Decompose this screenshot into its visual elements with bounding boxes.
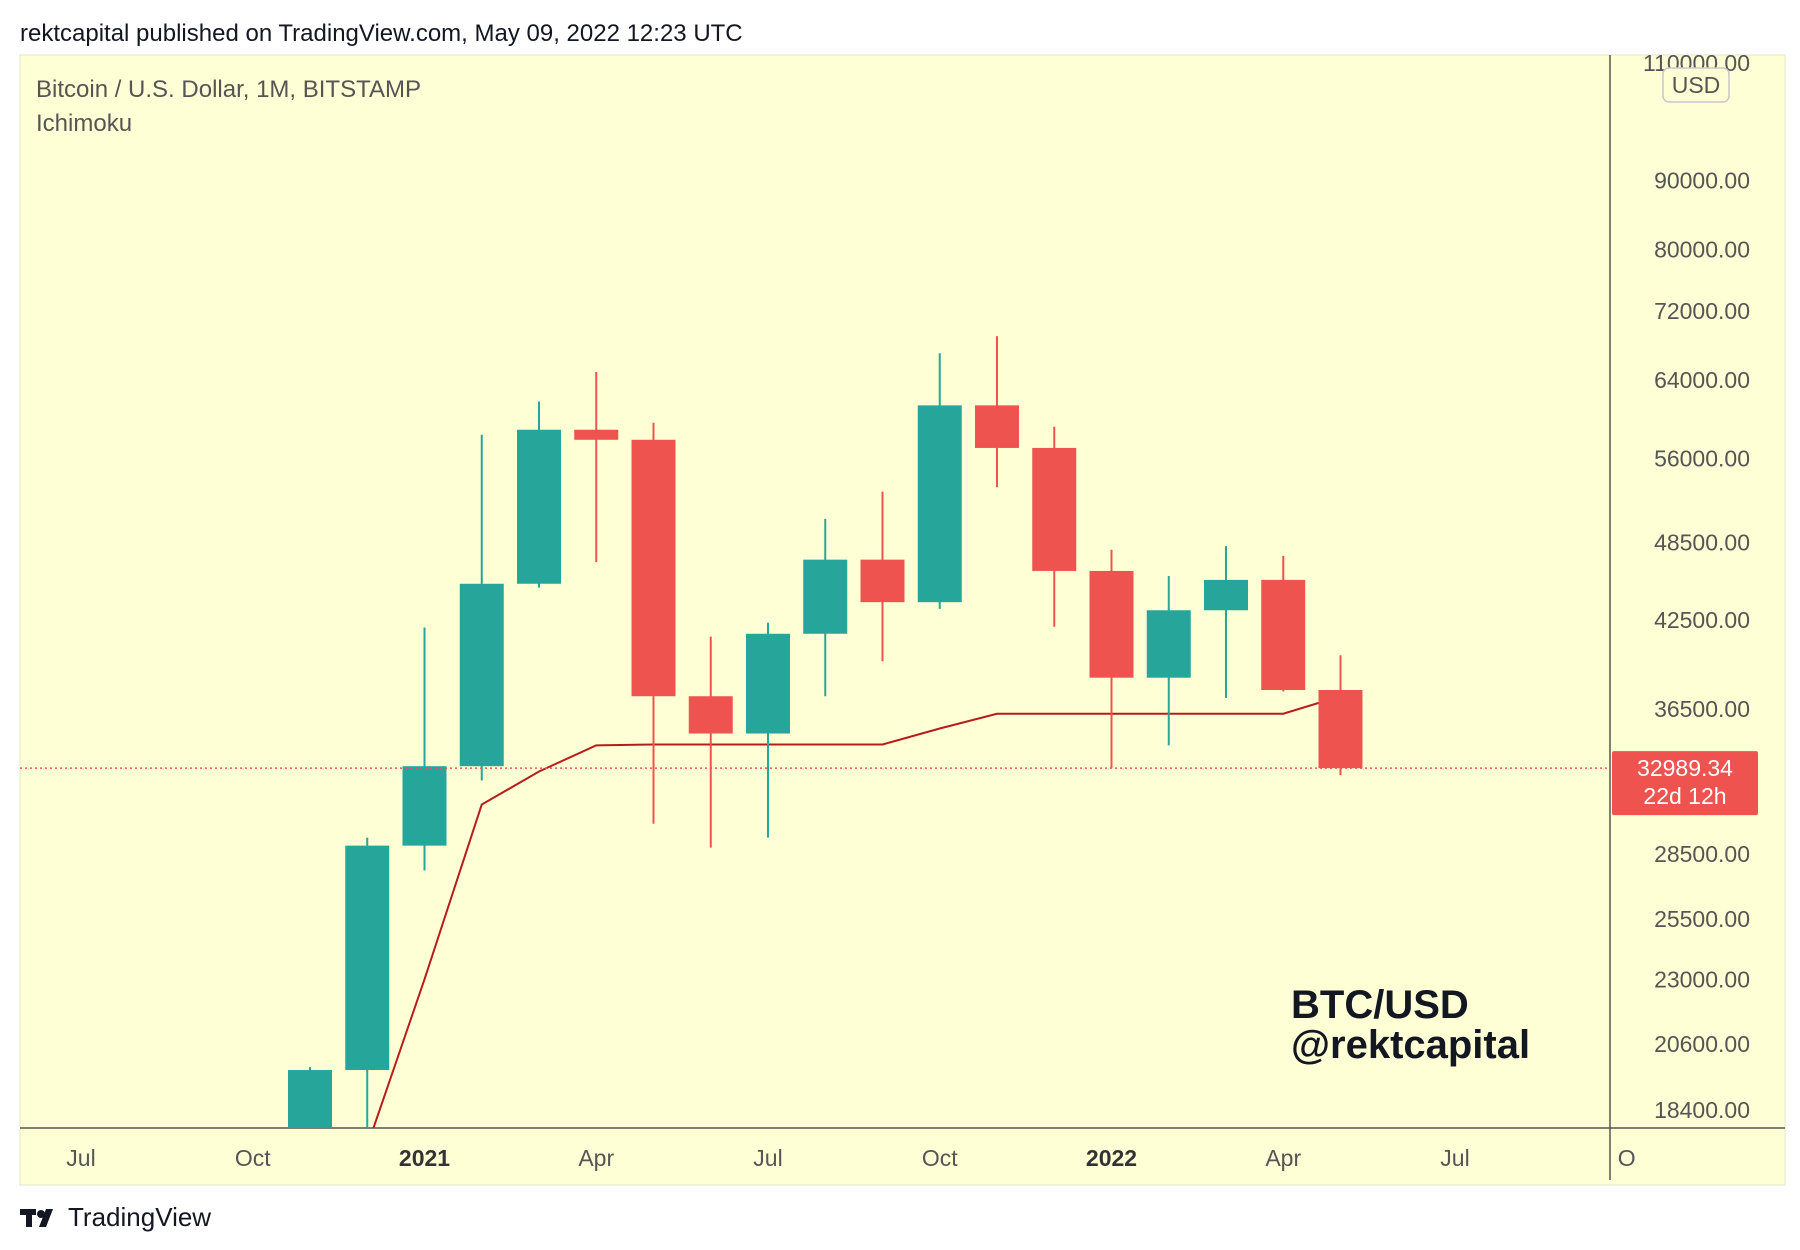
candle-body <box>917 405 962 603</box>
time-tick-label: O <box>1618 1145 1636 1171</box>
candle-body <box>1089 570 1134 678</box>
candle <box>631 422 676 824</box>
candles <box>288 336 1363 1128</box>
time-tick-label: Apr <box>1265 1145 1301 1171</box>
time-tick-label: Jul <box>66 1145 95 1171</box>
price-tick-label: 48500.00 <box>1654 529 1750 555</box>
candle <box>917 353 962 609</box>
candle-body <box>402 766 447 846</box>
candle <box>402 627 447 871</box>
candle <box>803 518 848 697</box>
time-axis[interactable]: Jul Oct 2021 Apr Jul Oct 2022 Apr Jul O <box>66 1145 1635 1171</box>
time-tick-label: Jul <box>753 1145 782 1171</box>
candle <box>345 837 390 1128</box>
price-axis[interactable]: 110000.0090000.0080000.0072000.0064000.0… <box>1643 50 1750 1123</box>
candle-body <box>975 405 1019 448</box>
candle-body <box>803 559 848 634</box>
candle-body <box>288 1070 332 1128</box>
candle-body <box>746 633 790 734</box>
price-tick-label: 23000.00 <box>1654 966 1750 992</box>
currency-badge-box[interactable] <box>1662 67 1730 103</box>
candle-body <box>459 583 504 767</box>
candle-body <box>517 429 561 584</box>
price-tick-label: 72000.00 <box>1654 298 1750 324</box>
candle <box>1204 546 1248 698</box>
time-tick-label: 2022 <box>1086 1145 1137 1171</box>
candle <box>1032 426 1077 627</box>
last-price-label: 32989.34 22d 12h <box>1612 751 1758 816</box>
candle <box>1146 576 1191 746</box>
candle-body <box>1146 610 1191 678</box>
candle-body <box>1261 579 1306 690</box>
price-tick-label: 42500.00 <box>1654 607 1750 633</box>
candle-body <box>1318 689 1363 769</box>
candle <box>688 636 733 848</box>
price-tick-label: 18400.00 <box>1654 1097 1750 1123</box>
candle <box>1089 549 1134 768</box>
candle <box>288 1067 332 1128</box>
symbol-legend[interactable]: Bitcoin / U.S. Dollar, 1M, BITSTAMP <box>36 76 421 103</box>
time-tick-label: Apr <box>578 1145 614 1171</box>
candle-body <box>860 559 905 603</box>
price-tick-label: 25500.00 <box>1654 906 1750 932</box>
price-tick-label: 90000.00 <box>1654 167 1750 193</box>
candle-body <box>574 429 619 440</box>
price-tick-label: 28500.00 <box>1654 841 1750 867</box>
published-header: rektcapital published on TradingView.com… <box>20 20 743 47</box>
tradingview-brand: TradingView <box>68 1202 212 1232</box>
watermark-line1: BTC/USD <box>1291 983 1469 1027</box>
candle <box>574 371 619 563</box>
candle-body <box>631 439 676 697</box>
candle <box>746 622 790 838</box>
price-tick-label: 20600.00 <box>1654 1031 1750 1057</box>
currency-badge[interactable]: USD <box>1672 72 1721 98</box>
last-price-value: 32989.34 <box>1637 755 1733 781</box>
time-tick-label: Oct <box>235 1145 271 1171</box>
candle <box>459 434 504 781</box>
price-tick-label: 36500.00 <box>1654 696 1750 722</box>
price-tick-label: 64000.00 <box>1654 367 1750 393</box>
price-tick-label: 80000.00 <box>1654 236 1750 262</box>
candle-body <box>1204 579 1248 611</box>
candle <box>975 336 1019 488</box>
candle <box>1261 555 1306 692</box>
chart-background <box>19 54 1786 1186</box>
tradingview-logo[interactable]: TradingView <box>20 1202 211 1233</box>
time-tick-label: Jul <box>1440 1145 1469 1171</box>
last-price-label-box <box>1612 751 1758 816</box>
price-tick-label: 56000.00 <box>1654 445 1750 471</box>
ichimoku-baseline <box>372 695 1341 1128</box>
candle-body <box>688 696 733 734</box>
time-tick-label: Oct <box>922 1145 958 1171</box>
candle-body <box>1032 447 1077 571</box>
candle <box>517 401 561 588</box>
indicator-legend[interactable]: Ichimoku <box>36 110 132 137</box>
candle <box>860 491 905 662</box>
candle-body <box>345 845 390 1071</box>
time-tick-label: 2021 <box>399 1145 450 1171</box>
candle-countdown: 22d 12h <box>1643 783 1726 809</box>
watermark-line2: @rektcapital <box>1291 1023 1530 1067</box>
tradingview-logo-icon <box>20 1208 53 1227</box>
baseline-line <box>372 695 1341 1128</box>
candle <box>1318 655 1363 776</box>
